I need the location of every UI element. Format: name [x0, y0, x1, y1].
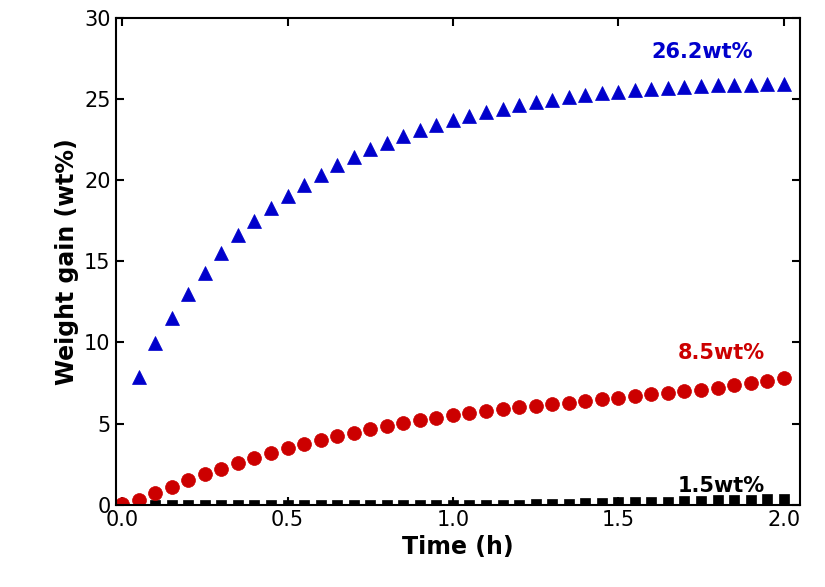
Text: 1.5wt%: 1.5wt%	[678, 476, 765, 496]
Text: 8.5wt%: 8.5wt%	[678, 343, 765, 363]
X-axis label: Time (h): Time (h)	[402, 535, 514, 559]
Text: 26.2wt%: 26.2wt%	[652, 42, 753, 62]
Y-axis label: Weight gain (wt%): Weight gain (wt%)	[54, 138, 78, 384]
